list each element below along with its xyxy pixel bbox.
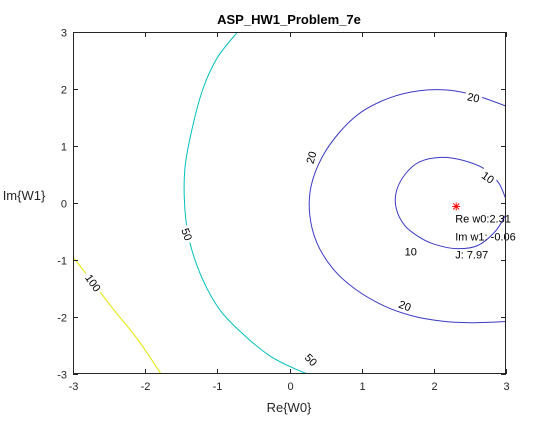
x-tick-label: -2 [141,381,151,393]
y-tick-label: -3 [57,370,67,382]
contour-line-50 [183,32,310,374]
x-tick-label: 2 [431,381,437,393]
x-tick-label: -1 [213,381,223,393]
x-tick-label: -3 [69,381,79,393]
annotation-line-2: J: 7.97 [455,249,488,261]
axes-layer: -3 -2 -1 0 1 2 3 -3 -2 -1 0 1 2 3 [57,28,509,394]
annotation-line-0: Re w0:2.31 [455,213,511,225]
contour-label-group-50-0: 50 [178,223,197,245]
x-axis-label: Re{W0} [267,400,312,415]
chart-title: ASP_HW1_Problem_7e [217,12,361,27]
x-tick-label: 1 [359,381,365,393]
contour-line-100 [73,256,162,374]
contour-label-bg [463,88,484,106]
contour-label-group-10-0: 10 [477,166,499,188]
marker-stroke-d2 [452,203,460,210]
contour-label-bg [302,147,320,168]
contour-label-bg [178,223,197,245]
contour-label-bg [402,244,420,258]
contour-label-50: 50 [178,227,193,243]
annotation-line-1: Im w1: -0.06 [455,231,516,243]
contour-line-10 [394,156,506,250]
contour-label-10: 10 [479,170,496,187]
x-tick-label: 3 [503,381,509,393]
contour-label-10: 10 [405,247,417,259]
plot-area [73,32,506,374]
contour-label-20: 20 [466,91,480,105]
y-tick-label: 1 [61,142,67,154]
contour-label-20: 20 [397,299,413,314]
contour-label-group-20-0: 20 [463,88,484,106]
contour-label-group-20-1: 20 [302,147,320,168]
minimum-marker [452,202,461,211]
y-axis-label: Im{W1} [3,188,46,203]
y-tick-label: -2 [57,313,67,325]
contour-label-20: 20 [305,150,320,165]
contour-label-bg [300,348,323,371]
y-tick-label: 2 [61,85,67,97]
contour-label-bg [81,269,106,296]
contour-label-group-10-1: 10 [402,244,420,259]
marker-layer: Re w0:2.31 Im w1: -0.06 J: 7.97 [452,202,516,261]
contour-line-20 [308,89,506,324]
contour-label-bg [477,166,499,188]
x-tick-label: 0 [287,381,293,393]
contour-label-bg [394,296,416,315]
y-tick-label: 3 [61,28,67,40]
contour-label-group-20-2: 20 [394,296,416,315]
y-tick-label: -1 [57,256,67,268]
y-tick-label: 0 [61,199,67,211]
